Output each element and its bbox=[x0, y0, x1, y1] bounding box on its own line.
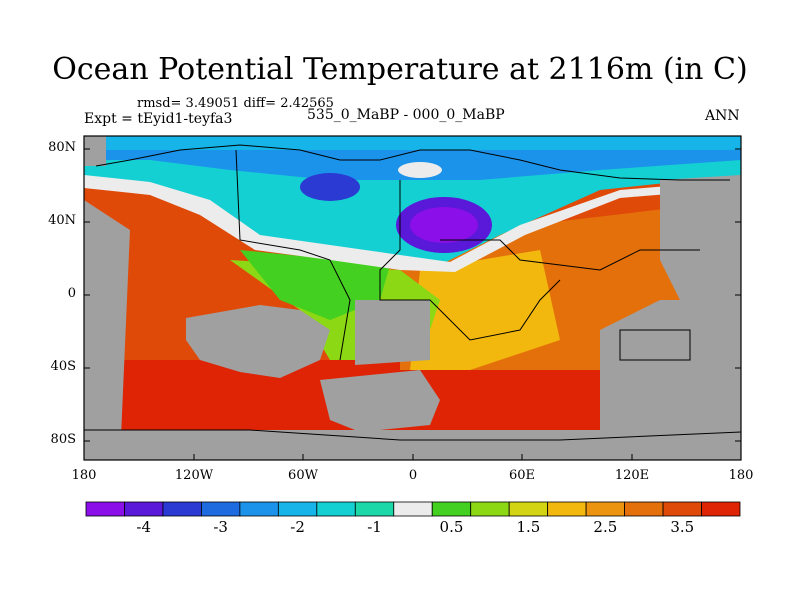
colorbar-label: 3.5 bbox=[670, 518, 695, 536]
colorbar-swatch bbox=[162, 501, 202, 517]
arctic-white-patch bbox=[398, 162, 442, 178]
colorbar-swatch bbox=[431, 501, 472, 517]
colorbar-swatch bbox=[85, 501, 125, 517]
coastlines bbox=[84, 144, 741, 441]
colorbar-swatch bbox=[701, 501, 741, 517]
colorbar-swatch bbox=[354, 501, 395, 517]
colorbar-swatch bbox=[239, 501, 279, 517]
land-masses bbox=[84, 136, 741, 460]
y-tick-label: 40N bbox=[48, 213, 76, 228]
colorbar-swatch bbox=[124, 501, 164, 517]
colorbar-label: -2 bbox=[290, 518, 305, 536]
colorbar-swatch bbox=[624, 501, 664, 517]
y-tick-label: 40S bbox=[50, 359, 76, 374]
yellow-band bbox=[410, 250, 560, 370]
colorbar-swatch bbox=[201, 501, 241, 517]
y-tick-label: 80S bbox=[50, 432, 76, 447]
map-title: Ocean Potential Temperature at 2116m (in… bbox=[52, 52, 748, 87]
x-tick-label: 60E bbox=[508, 468, 536, 483]
cold-anomaly-west bbox=[300, 173, 360, 201]
x-tick-label: 120W bbox=[174, 468, 214, 483]
colorbar-swatch bbox=[547, 501, 587, 517]
x-tick-label: 180 bbox=[728, 468, 754, 483]
colorbar-swatch bbox=[470, 501, 510, 517]
colorbar-swatch bbox=[277, 501, 318, 517]
arctic-band bbox=[84, 136, 741, 150]
colorbar-label: -1 bbox=[367, 518, 382, 536]
zero-contour-band bbox=[84, 175, 741, 272]
colorbar-label: -4 bbox=[136, 518, 152, 536]
cold-anomaly-core bbox=[410, 207, 478, 243]
period-label: 535_0_MaBP - 000_0_MaBP bbox=[307, 107, 505, 123]
y-tick-label: 80N bbox=[48, 140, 76, 155]
x-tick-label: 60W bbox=[288, 468, 318, 483]
season-label: ANN bbox=[705, 108, 740, 124]
colorbar-label: 0.5 bbox=[439, 518, 464, 536]
colorbar-swatch bbox=[508, 501, 549, 517]
rmsd-diff-stats: rmsd= 3.49051 diff= 2.42565 bbox=[137, 96, 334, 111]
tick-marks bbox=[83, 148, 742, 460]
x-tick-label: 180 bbox=[71, 468, 97, 483]
x-tick-label: 120E bbox=[614, 468, 650, 483]
colorbar-swatch bbox=[585, 501, 625, 517]
colorbar-label: 1.5 bbox=[516, 518, 541, 536]
x-tick-label: 0 bbox=[408, 468, 418, 483]
y-tick-label: 0 bbox=[67, 286, 76, 301]
colorbar-swatch bbox=[316, 501, 356, 517]
colorbar-swatch bbox=[662, 501, 702, 517]
colorbar-label: 2.5 bbox=[593, 518, 618, 536]
colorbar bbox=[85, 501, 741, 517]
colorbar-swatch bbox=[393, 501, 433, 517]
experiment-label: Expt = tEyid1-teyfa3 bbox=[84, 111, 233, 127]
colorbar-label: -3 bbox=[213, 518, 228, 536]
green-region bbox=[240, 250, 390, 320]
map-field bbox=[84, 136, 741, 460]
